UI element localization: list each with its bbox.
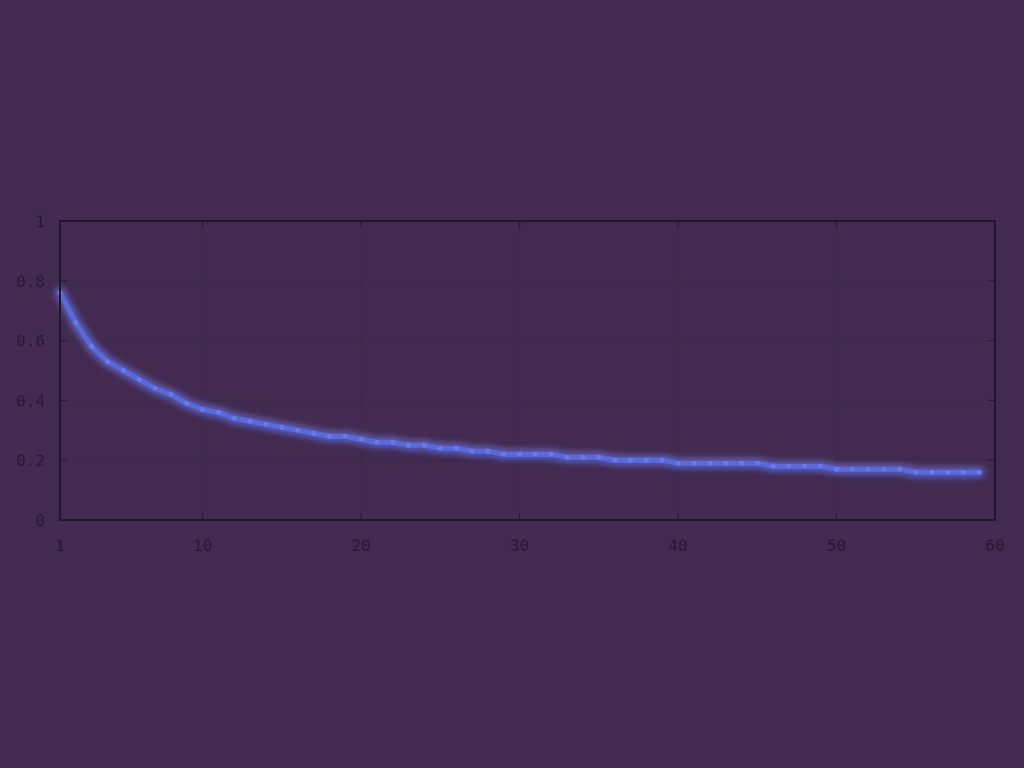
data-point xyxy=(881,466,887,472)
data-point xyxy=(390,439,396,445)
data-point xyxy=(628,457,633,463)
data-point xyxy=(865,466,871,472)
data-point xyxy=(485,448,491,454)
data-point xyxy=(358,436,364,442)
data-point xyxy=(548,451,554,457)
x-tick-label: 30 xyxy=(510,536,529,555)
data-point xyxy=(786,463,792,469)
data-point xyxy=(564,454,570,460)
plot-frame xyxy=(59,220,996,521)
data-point xyxy=(231,415,237,421)
data-point xyxy=(580,454,586,460)
x-tick-label: 20 xyxy=(351,536,370,555)
data-point xyxy=(738,460,744,466)
data-point xyxy=(643,457,649,463)
data-point xyxy=(184,400,190,406)
data-point xyxy=(216,409,221,415)
data-point xyxy=(897,466,903,472)
data-point xyxy=(469,448,475,454)
data-point xyxy=(929,469,935,475)
data-point xyxy=(818,463,824,469)
x-tick-label: 1 xyxy=(55,536,65,555)
y-tick-label: 0.4 xyxy=(16,391,45,410)
data-point xyxy=(311,430,317,436)
data-point xyxy=(501,451,507,457)
data-point xyxy=(945,469,950,475)
data-point xyxy=(73,320,79,326)
data-point xyxy=(152,385,158,391)
data-point xyxy=(770,463,776,469)
data-point xyxy=(406,442,412,448)
data-point xyxy=(200,406,206,412)
data-point xyxy=(659,457,665,463)
y-axis-ticks: 0 0.2 0.4 0.6 0.8 1 xyxy=(16,212,995,530)
data-point xyxy=(596,454,602,460)
data-point xyxy=(295,427,301,433)
data-point xyxy=(374,439,380,445)
data-point xyxy=(691,460,697,466)
data-point xyxy=(105,359,110,364)
data-point xyxy=(136,377,142,382)
data-point xyxy=(326,433,332,439)
data-point xyxy=(263,421,269,427)
data-point xyxy=(453,445,459,451)
series-group xyxy=(54,286,986,479)
x-tick-label: 40 xyxy=(668,536,687,555)
y-tick-label: 0.8 xyxy=(16,272,45,291)
data-point xyxy=(279,424,285,430)
data-point xyxy=(976,469,982,475)
y-tick-label: 0 xyxy=(35,511,45,530)
y-tick-label: 1 xyxy=(35,212,45,231)
x-tick-label: 10 xyxy=(193,536,212,555)
data-point xyxy=(532,451,538,457)
data-point xyxy=(168,391,174,397)
data-point xyxy=(754,460,760,466)
data-point xyxy=(834,466,839,472)
data-point xyxy=(120,368,126,373)
data-point xyxy=(89,344,95,350)
x-tick-label: 50 xyxy=(827,536,846,555)
data-point xyxy=(247,418,253,424)
data-point xyxy=(422,442,427,448)
data-point xyxy=(723,460,729,466)
data-point xyxy=(517,451,523,457)
data-point xyxy=(913,469,919,475)
gridlines xyxy=(60,221,995,520)
data-point xyxy=(437,445,443,451)
x-tick-label: 60 xyxy=(985,536,1004,555)
data-point xyxy=(342,433,348,439)
y-tick-label: 0.2 xyxy=(16,451,45,470)
y-tick-label: 0.6 xyxy=(16,332,45,351)
x-axis-ticks: 1 10 20 30 40 50 60 xyxy=(55,221,1005,555)
data-point xyxy=(849,466,855,472)
data-point xyxy=(707,460,713,466)
data-point xyxy=(960,469,966,475)
data-point xyxy=(675,460,681,466)
data-point xyxy=(612,457,618,463)
data-point xyxy=(802,463,808,469)
